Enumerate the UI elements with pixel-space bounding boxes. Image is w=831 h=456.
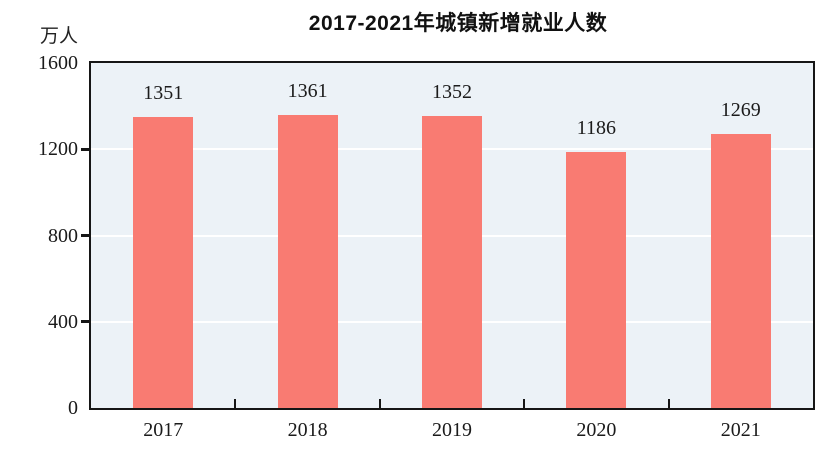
y-axis-tick <box>81 320 89 324</box>
y-tick-label: 800 <box>48 224 78 247</box>
y-tick-label: 400 <box>48 310 78 333</box>
y-tick-label: 1600 <box>38 52 78 74</box>
x-tick-label: 2020 <box>576 419 617 441</box>
x-tick-label: 2018 <box>287 419 328 441</box>
y-tick-label: 0 <box>68 397 78 419</box>
y-tick-label: 1200 <box>38 138 78 161</box>
bar <box>277 114 338 408</box>
x-axis-tick <box>667 399 670 408</box>
bar-value-label: 1269 <box>720 99 761 122</box>
bar <box>566 152 627 408</box>
bar-value-label: 1352 <box>432 81 472 104</box>
bar <box>710 134 771 408</box>
x-tick-label: 2021 <box>720 419 761 441</box>
bar-value-label: 1361 <box>287 79 328 102</box>
bar-value-label: 1351 <box>143 81 184 104</box>
chart-title: 2017-2021年城镇新增就业人数 <box>308 12 608 35</box>
bar <box>133 116 194 408</box>
x-tick-label: 2017 <box>143 419 184 441</box>
x-axis-tick <box>378 399 381 408</box>
x-axis-tick <box>523 399 526 408</box>
x-tick-label: 2019 <box>432 419 472 441</box>
y-axis-tick <box>81 234 89 237</box>
y-axis-tick <box>81 147 89 151</box>
plot-area: 1351 1361 1352 1186 1269 <box>89 61 815 410</box>
bar-value-label: 1186 <box>576 117 617 140</box>
x-axis-tick <box>234 399 237 408</box>
bar <box>422 116 482 408</box>
y-axis-unit-label: 万人 <box>39 26 78 47</box>
